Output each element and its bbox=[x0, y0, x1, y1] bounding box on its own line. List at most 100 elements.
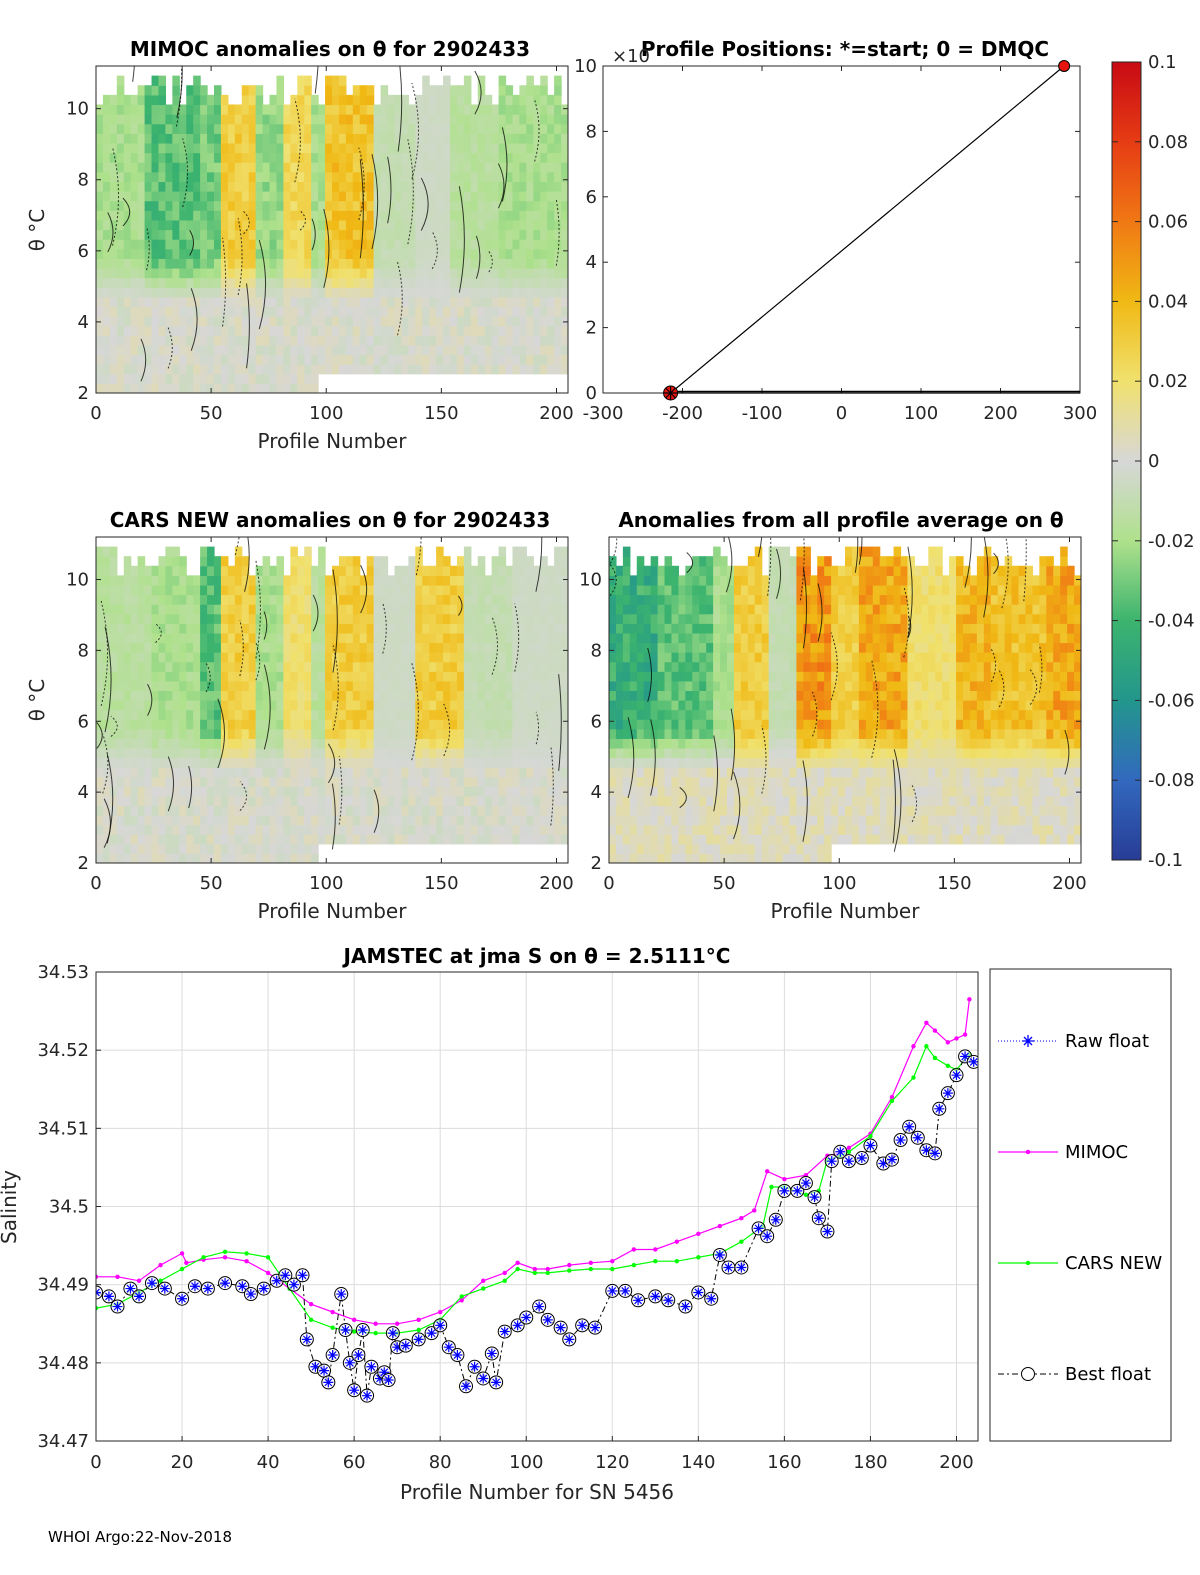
heatmap-cell bbox=[554, 267, 562, 279]
heatmap-cell bbox=[408, 671, 416, 682]
heatmap-cell bbox=[144, 719, 153, 730]
positions-title: Profile Positions: *=start; 0 = DMQC bbox=[641, 37, 1049, 61]
heatmap-cell bbox=[622, 815, 631, 826]
heatmap-cell bbox=[380, 94, 389, 106]
heatmap-cell bbox=[470, 623, 479, 634]
heatmap-cell bbox=[214, 200, 222, 211]
heatmap-cell bbox=[352, 171, 361, 183]
heatmap-cell bbox=[671, 709, 680, 720]
heatmap-cell bbox=[540, 805, 548, 816]
heatmap-cell bbox=[706, 594, 714, 605]
heatmap-cell bbox=[450, 325, 458, 336]
heatmap-cell bbox=[144, 623, 153, 634]
heatmap-cell bbox=[186, 219, 194, 231]
heatmap-cell bbox=[526, 75, 534, 86]
heatmap-cell bbox=[311, 671, 319, 682]
heatmap-cell bbox=[657, 623, 666, 634]
heatmap-cell bbox=[165, 613, 173, 624]
heatmap-cell bbox=[650, 680, 659, 692]
heatmap-cell bbox=[554, 364, 562, 375]
heatmap-cell bbox=[304, 219, 312, 231]
heatmap-cell bbox=[304, 171, 312, 183]
heatmap-cell bbox=[102, 776, 111, 787]
heatmap-cell bbox=[96, 133, 104, 144]
heatmap-cell bbox=[248, 296, 257, 308]
heatmap-cell bbox=[498, 258, 507, 269]
heatmap-cell bbox=[450, 229, 458, 240]
heatmap-cell bbox=[352, 354, 361, 365]
heatmap-cell bbox=[130, 834, 139, 845]
heatmap-cell bbox=[547, 162, 555, 173]
heatmap-cell bbox=[227, 287, 236, 298]
heatmap-cell bbox=[234, 824, 243, 835]
heatmap-cell bbox=[262, 210, 271, 221]
heatmap-cell bbox=[283, 123, 291, 134]
heatmap-cell bbox=[456, 815, 465, 826]
heatmap-cell bbox=[533, 632, 541, 644]
heatmap-cell bbox=[283, 795, 291, 807]
heatmap-cell bbox=[269, 853, 278, 863]
heatmap-cell bbox=[227, 613, 236, 624]
heatmap-cell bbox=[269, 613, 278, 624]
heatmap-cell bbox=[269, 795, 278, 807]
heatmap-cell bbox=[318, 162, 326, 173]
heatmap-cell bbox=[283, 306, 291, 317]
heatmap-cell bbox=[207, 843, 215, 855]
heatmap-cell bbox=[262, 142, 271, 154]
contour-line bbox=[311, 218, 316, 251]
heatmap-cell bbox=[165, 642, 173, 653]
heatmap-cell bbox=[96, 604, 104, 615]
contour-line bbox=[239, 619, 244, 677]
heatmap-cell bbox=[366, 277, 375, 288]
heatmap-cell bbox=[408, 719, 416, 730]
heatmap-cell bbox=[540, 133, 548, 144]
heatmap-cell bbox=[283, 776, 291, 787]
heatmap-cell bbox=[241, 267, 250, 279]
heatmap-cell bbox=[172, 210, 180, 221]
heatmap-cell bbox=[130, 114, 139, 125]
heatmap-cell bbox=[373, 786, 382, 797]
heatmap-cell bbox=[151, 805, 160, 816]
heatmap-cell bbox=[325, 210, 333, 221]
heatmap-cell bbox=[720, 824, 728, 835]
heatmap-cell bbox=[387, 776, 396, 787]
heatmap-cell bbox=[657, 824, 666, 835]
heatmap-cell bbox=[255, 728, 264, 739]
heatmap-cell bbox=[387, 632, 396, 644]
heatmap-cell bbox=[491, 652, 500, 663]
heatmap-cell bbox=[554, 142, 562, 154]
heatmap-cell bbox=[311, 613, 319, 624]
heatmap-cell bbox=[401, 316, 409, 327]
heatmap-cell bbox=[540, 267, 548, 279]
heatmap-cell bbox=[234, 104, 243, 115]
heatmap-cell bbox=[304, 805, 312, 816]
heatmap-cell bbox=[512, 162, 521, 173]
heatmap-cell bbox=[415, 747, 423, 759]
heatmap-cell bbox=[540, 248, 548, 259]
heatmap-cell bbox=[491, 248, 500, 259]
heatmap-cell bbox=[387, 728, 396, 739]
heatmap-cell bbox=[422, 613, 430, 624]
heatmap-cell bbox=[699, 747, 707, 759]
y-tick-label: 10 bbox=[574, 56, 597, 77]
heatmap-cell bbox=[615, 834, 624, 845]
heatmap-cell bbox=[456, 623, 465, 634]
heatmap-cell bbox=[519, 94, 527, 106]
heatmap-cell bbox=[401, 834, 409, 845]
heatmap-cell bbox=[491, 594, 500, 605]
heatmap-cell bbox=[512, 296, 521, 308]
heatmap-cell bbox=[615, 652, 624, 663]
heatmap-cell bbox=[311, 142, 319, 154]
heatmap-cell bbox=[137, 316, 146, 327]
heatmap-cell bbox=[359, 604, 368, 615]
heatmap-cell bbox=[554, 239, 562, 250]
heatmap-cell bbox=[137, 594, 146, 605]
heatmap-cell bbox=[415, 546, 423, 557]
heatmap-cell bbox=[165, 354, 173, 365]
heatmap-cell bbox=[422, 181, 430, 192]
heatmap-cell bbox=[609, 690, 617, 701]
heatmap-cell bbox=[491, 133, 500, 144]
heatmap-cell bbox=[394, 267, 403, 279]
heatmap-cell bbox=[137, 556, 146, 567]
heatmap-cell bbox=[290, 239, 298, 250]
